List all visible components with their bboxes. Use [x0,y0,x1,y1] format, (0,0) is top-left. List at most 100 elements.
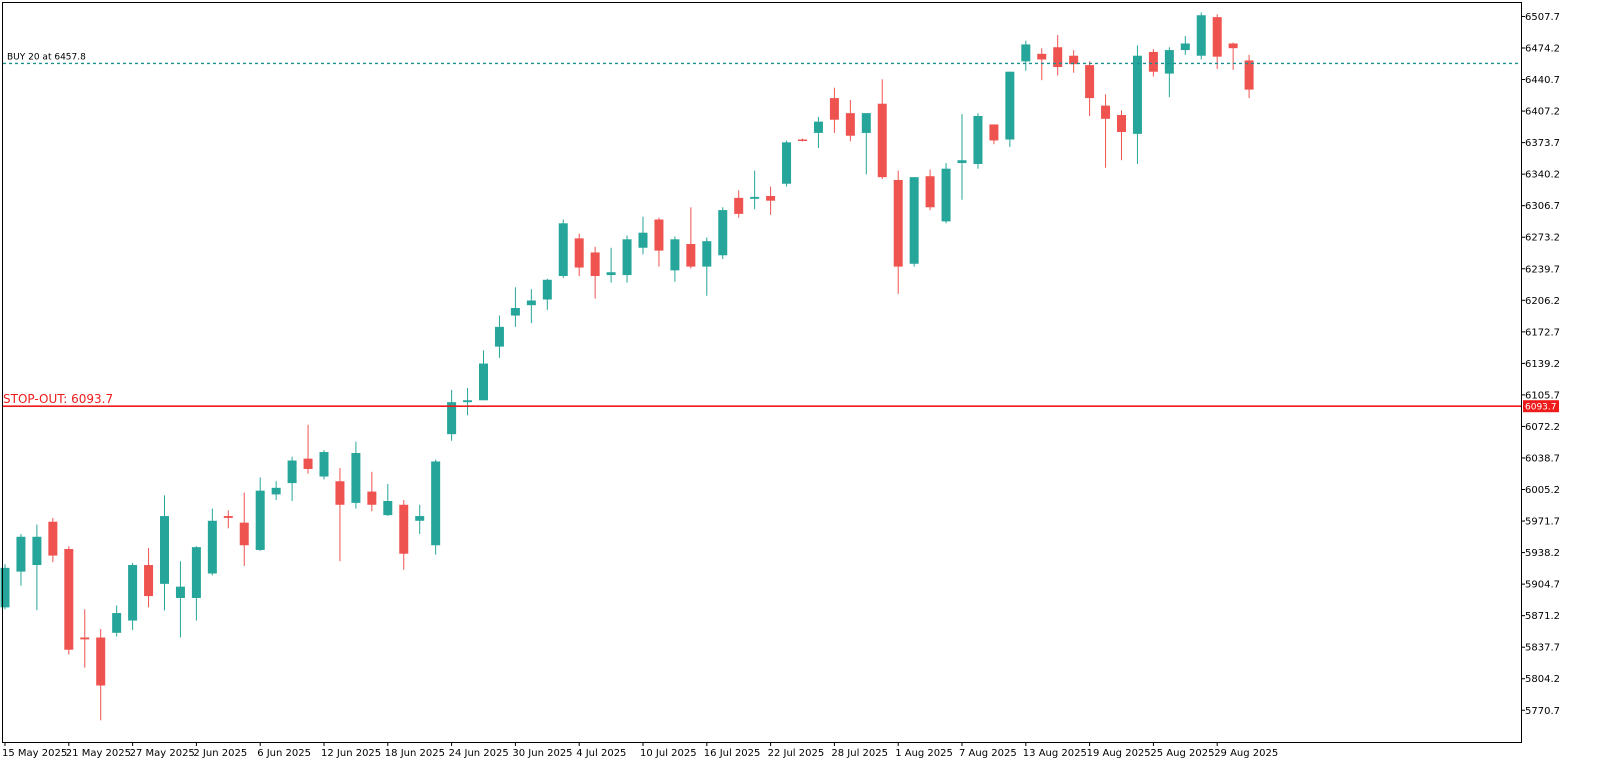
candle[interactable] [1244,54,1254,99]
candle[interactable] [351,441,361,509]
candle[interactable] [1132,45,1142,164]
candle[interactable] [1228,42,1238,70]
candle[interactable] [798,138,807,142]
candle-body [1196,15,1206,56]
candle[interactable] [463,388,473,416]
order-line-group[interactable]: BUY 20 at 6457.8 [3,52,1521,65]
candle[interactable] [223,510,233,529]
candle-body [798,139,807,142]
candle[interactable] [447,389,457,441]
price-tick-label: 6239.7 [1525,264,1560,275]
candle[interactable] [1069,50,1079,73]
candle[interactable] [989,124,999,145]
candle[interactable] [766,186,776,215]
candle[interactable] [32,524,42,611]
candle[interactable] [1212,14,1222,69]
candle[interactable] [1053,35,1063,76]
candle[interactable] [670,236,680,282]
candle[interactable] [638,216,648,255]
candle[interactable] [1005,71,1015,148]
candle[interactable] [96,629,106,721]
candle[interactable] [1021,40,1031,71]
price-axis[interactable]: 6507.7 6474.2 6440.7 6407.2 6373.7 6340.2 6306… [1521,12,1560,717]
candle[interactable] [622,235,632,283]
candle[interactable] [415,504,425,534]
candle[interactable] [973,113,983,169]
candle[interactable] [526,289,536,324]
candle[interactable] [845,99,855,142]
candle[interactable] [574,233,584,277]
candle[interactable] [686,207,696,269]
candle[interactable] [1148,49,1158,77]
candle[interactable] [925,169,935,211]
candle[interactable] [479,350,488,401]
time-tick-label: 1 Aug 2025 [895,748,953,759]
price-tick-label: 5871.2 [1525,611,1560,622]
candle-body [128,565,138,621]
candle[interactable] [909,177,919,267]
candle-body [479,363,488,401]
candle[interactable] [606,247,616,283]
candle[interactable] [175,561,185,638]
candle[interactable] [207,508,217,576]
time-tick-label: 7 Aug 2025 [959,748,1017,759]
candle[interactable] [558,219,568,278]
candle[interactable] [160,495,169,611]
candle[interactable] [877,79,887,180]
candle[interactable] [303,424,313,474]
candle[interactable] [861,113,871,175]
candle[interactable] [829,87,839,133]
candle[interactable] [319,450,329,480]
candle[interactable] [734,190,744,218]
price-tick-label: 6440.7 [1525,75,1560,86]
candle[interactable] [112,605,122,637]
candle[interactable] [335,468,345,562]
candle[interactable] [383,484,393,517]
stop-out-group[interactable]: STOP-OUT: 6093.7 [3,392,1521,408]
candle[interactable] [80,609,90,668]
candle[interactable] [64,546,74,655]
candle[interactable] [191,546,201,621]
candle[interactable] [1085,61,1095,116]
candle[interactable] [287,456,297,502]
candle[interactable] [255,477,265,551]
candle[interactable] [0,564,10,610]
candle[interactable] [1180,35,1190,55]
candle-body [1148,51,1158,72]
candle[interactable] [542,278,552,310]
candle[interactable] [144,548,154,608]
candle[interactable] [590,246,600,299]
candle[interactable] [654,217,664,267]
candle-body [319,452,329,477]
candle[interactable] [271,481,281,501]
candle[interactable] [510,287,520,327]
candle[interactable] [399,500,409,570]
candle[interactable] [718,207,728,260]
candle[interactable] [16,533,26,586]
candle[interactable] [941,163,951,224]
candle[interactable] [782,140,792,187]
candle[interactable] [813,116,823,148]
candle-body [0,567,10,608]
candle[interactable] [128,563,138,630]
candle[interactable] [239,492,249,566]
candle-body [175,586,185,598]
candle[interactable] [1196,12,1206,60]
candle[interactable] [367,471,377,512]
buy-order-label: BUY 20 at 6457.8 [7,52,86,62]
candle[interactable] [957,114,967,200]
candle[interactable] [48,517,58,563]
candle[interactable] [750,170,760,210]
candle[interactable] [893,170,903,294]
candle-body [191,547,201,598]
candle[interactable] [1117,110,1126,161]
candle[interactable] [702,237,712,296]
candle[interactable] [1101,94,1111,168]
candle[interactable] [494,315,504,358]
time-tick-label: 18 Jun 2025 [385,748,445,759]
candle[interactable] [1037,48,1047,81]
candle[interactable] [1164,47,1174,98]
candle[interactable] [431,459,441,555]
